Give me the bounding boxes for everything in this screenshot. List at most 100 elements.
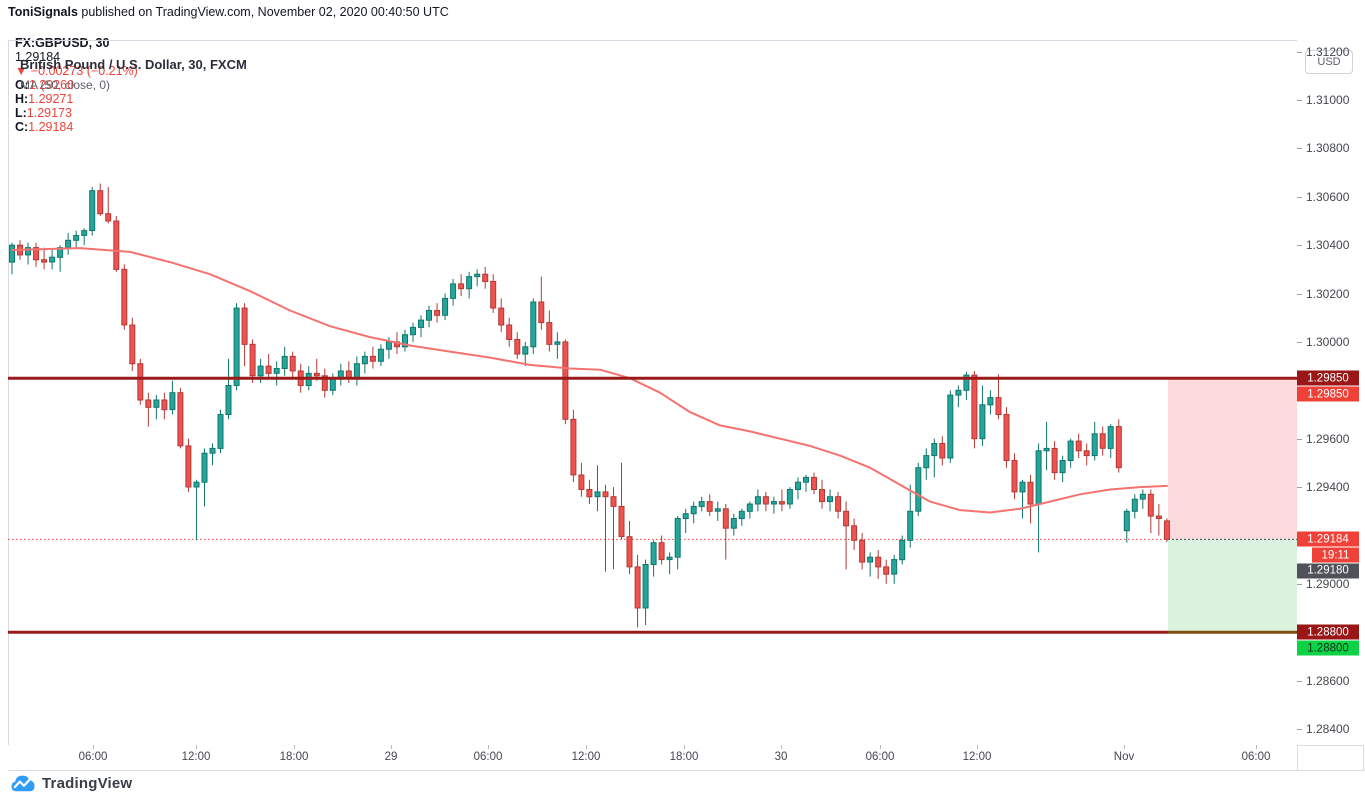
candle <box>402 329 408 352</box>
time-tick-mark <box>586 745 587 749</box>
candle <box>931 438 938 478</box>
price-tick-mark <box>1297 341 1302 343</box>
price-tick-mark <box>1297 196 1302 198</box>
candle <box>682 508 689 533</box>
candle <box>883 559 890 584</box>
short-position-profit-zone[interactable] <box>1168 539 1297 633</box>
candle <box>426 305 432 328</box>
candle <box>979 385 986 446</box>
candle <box>113 216 120 272</box>
price-tick-mark <box>1297 680 1302 682</box>
candle <box>546 310 553 352</box>
candle-body <box>642 564 649 609</box>
candle-body <box>995 397 1002 416</box>
candle <box>73 230 80 248</box>
candle-body <box>1091 433 1098 457</box>
price-axis[interactable]: USD 1.31200 1.31000 1.30800 1.30600 1.30400 1… <box>1297 40 1365 745</box>
candle <box>786 487 793 509</box>
candle-body <box>1067 440 1074 462</box>
time-tick-mark <box>488 745 489 749</box>
support-price-badge: 1.28800 <box>1297 624 1359 640</box>
candle <box>450 279 457 306</box>
candle-body <box>137 363 144 401</box>
candle-body <box>1107 426 1114 449</box>
candle <box>995 374 1002 420</box>
candle <box>963 371 970 400</box>
candle <box>1107 424 1114 458</box>
candle-body <box>361 355 368 365</box>
candle-body <box>233 307 240 387</box>
candle-body <box>65 239 72 249</box>
candle-body <box>955 389 962 396</box>
candle-body <box>105 213 112 222</box>
legend-ma-indicator[interactable]: MA (50, close, 0) <box>20 78 111 92</box>
candle <box>1163 518 1170 542</box>
candle <box>714 501 721 521</box>
candle <box>674 516 681 570</box>
tradingview-branding[interactable]: TradingView <box>10 772 132 794</box>
entry-price-badge: 1.29180 <box>1297 563 1359 579</box>
legend-symbol-title[interactable]: British Pound / U.S. Dollar, 30, FXCM <box>20 57 247 72</box>
candle-body <box>466 276 473 290</box>
candle-body <box>153 399 160 408</box>
candle <box>377 344 384 367</box>
candle-body <box>586 489 593 498</box>
candle-body <box>1155 515 1162 520</box>
candle-body <box>923 455 930 469</box>
time-tick-mark <box>1256 745 1257 749</box>
candle <box>482 266 489 289</box>
short-position-risk-zone[interactable] <box>1168 378 1297 540</box>
candle-body <box>851 525 858 541</box>
candle-body <box>666 556 673 561</box>
candle-body <box>97 190 104 215</box>
candle <box>947 390 954 463</box>
candle-body <box>698 501 705 507</box>
candle <box>1115 419 1122 473</box>
candle-body <box>1003 414 1010 461</box>
candle <box>329 373 336 396</box>
symbol-change: ▼ −0.00273 (−0.21%) <box>14 64 138 78</box>
candlestick-chart[interactable] <box>8 40 1297 745</box>
candle-body <box>891 559 898 575</box>
candle <box>851 518 858 550</box>
candle-body <box>979 404 986 440</box>
price-tick-mark <box>1297 487 1302 489</box>
candle-body <box>369 355 376 362</box>
candle-body <box>1035 450 1042 505</box>
candle-body <box>329 377 336 391</box>
stop-price-badge: 1.29850 <box>1297 386 1359 402</box>
price-tick-mark <box>1297 100 1302 101</box>
candle <box>706 494 713 517</box>
candle-body <box>915 467 922 512</box>
time-tick-mark <box>684 745 685 749</box>
price-tick-mark <box>1297 51 1302 53</box>
candle-body <box>819 489 825 503</box>
candle-body <box>1019 481 1026 493</box>
candle-body <box>803 476 809 483</box>
candle <box>875 550 882 579</box>
candle <box>1067 438 1074 468</box>
candle <box>1051 441 1058 480</box>
candle <box>827 489 833 512</box>
candle <box>105 187 112 224</box>
candle-body <box>778 501 785 505</box>
candle-body <box>217 414 224 449</box>
open-label: O: <box>14 78 29 92</box>
currency-toggle-button[interactable]: USD <box>1305 50 1353 74</box>
candle-body <box>762 496 769 505</box>
candle-body <box>811 476 817 490</box>
candle-body <box>1123 510 1130 532</box>
candle-body <box>754 496 761 505</box>
candle-body <box>385 341 392 350</box>
time-axis[interactable]: 06:00 12:00 18:00 29 06:00 12:00 18:00 30 06:00 1… <box>8 745 1297 770</box>
candle <box>145 392 152 427</box>
candle-body <box>843 510 850 527</box>
bar-countdown-badge: 19:11 <box>1312 547 1359 563</box>
candle-body <box>1115 426 1122 469</box>
candle-body <box>875 556 882 568</box>
candle-body <box>883 566 890 575</box>
chart-canvas[interactable] <box>8 40 1297 745</box>
candle-body <box>402 334 408 348</box>
candle-body <box>209 447 216 454</box>
candle <box>578 462 585 497</box>
